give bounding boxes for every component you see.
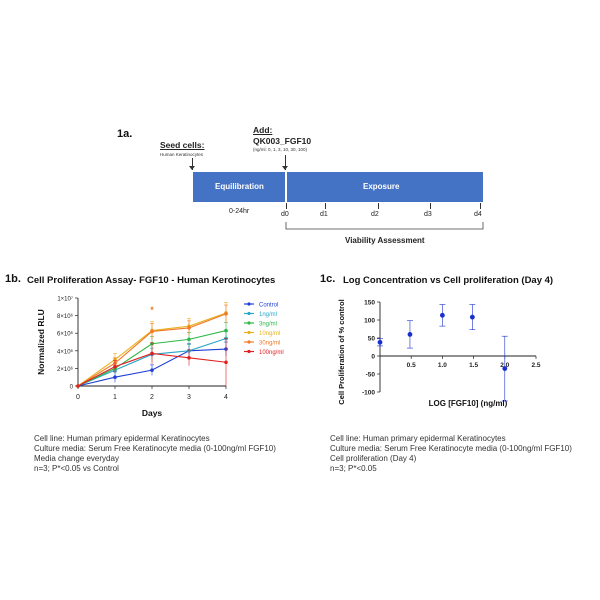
viability-bracket (285, 222, 484, 230)
caption-line: Media change everyday (34, 454, 119, 463)
x-tick-label: 2.5 (531, 362, 540, 369)
data-point (150, 368, 154, 372)
x-tick-label: 1.5 (469, 362, 478, 369)
legend-marker (247, 340, 251, 344)
legend-label: 30ng/ml (259, 340, 280, 346)
x-tick-label: 2 (150, 394, 154, 401)
x-tick-label: 4 (224, 394, 228, 401)
y-axis-label: Normalized RLU (36, 309, 46, 375)
exposure-label: Exposure (363, 182, 400, 191)
x-tick-label: 0 (76, 394, 80, 401)
legend-label: 10ng/ml (259, 331, 280, 337)
panel-c-label: 1c. (320, 273, 336, 285)
data-point (113, 375, 117, 379)
x-tick-label: 3 (187, 394, 191, 401)
legend-marker (247, 330, 251, 335)
y-axis-label: Cell Proliferation of % control (337, 299, 346, 404)
legend-label: Control (259, 302, 278, 308)
y-tick-label: 8×10⁶ (57, 313, 74, 320)
day-label: d4 (474, 211, 482, 218)
caption-b: Cell line: Human primary epidermal Kerat… (34, 434, 276, 474)
data-point (469, 314, 475, 320)
y-tick-label: 2×10⁶ (57, 366, 74, 373)
x-tick-label: 1 (113, 394, 117, 401)
proliferation-line-chart: 0 2×10⁶ 4×10⁶ 6×10⁶ 8×10⁶ 1×10⁷ 0 1 2 3 4 Days Norma… (36, 296, 284, 419)
day-arrow-icon (430, 203, 431, 209)
day-arrow-icon (378, 203, 379, 209)
add-doses: (ng/ml: 0, 1, 3, 10, 30, 100) (253, 147, 308, 152)
y-tick-label: 50 (368, 336, 376, 343)
x-tick-label: 0.5 (407, 362, 416, 369)
seed-title: Seed cells: (160, 140, 205, 150)
day-arrow-icon (480, 203, 481, 209)
day-label: d1 (320, 211, 328, 218)
equil-time: 0-24hr (229, 208, 250, 215)
day-label: d3 (424, 211, 432, 218)
data-point (502, 366, 508, 371)
y-tick-label: 0 (70, 385, 74, 391)
caption-line: Cell proliferation (Day 4) (330, 454, 417, 463)
x-axis-label: Days (142, 408, 163, 418)
day-label: d0 (281, 211, 289, 218)
equilibration-bar: Equilibration (193, 172, 285, 202)
data-point (187, 356, 191, 360)
legend-label: 100ng/ml (259, 350, 284, 356)
caption-line: n=3; P*<0.05 vs Control (34, 464, 119, 473)
data-point (407, 332, 413, 337)
chart-b-title: Cell Proliferation Assay- FGF10 - Human … (27, 275, 276, 286)
caption-line: Cell line: Human primary epidermal Kerat… (34, 434, 210, 443)
caption-line: Culture media: Serum Free Keratinocyte m… (330, 444, 572, 453)
y-tick-label: -100 (362, 390, 375, 397)
legend-marker (247, 321, 251, 325)
caption-line: n=3; P*<0.05 (330, 464, 377, 473)
data-point (187, 337, 191, 342)
data-point (440, 312, 445, 318)
data-point (76, 384, 80, 388)
legend-marker (247, 302, 251, 306)
y-tick-label: 1×10⁷ (57, 296, 73, 303)
legend-label: 1ng/ml (259, 312, 277, 318)
arrow-head-icon (189, 166, 195, 170)
data-point (187, 326, 191, 330)
arrow-head-icon (282, 166, 288, 170)
x-tick-label: 1.0 (438, 362, 447, 369)
seed-subtitle: Human Keratinocytes (160, 152, 204, 157)
y-tick-label: 6×10⁶ (57, 331, 74, 338)
day-arrow-icon (325, 203, 326, 209)
legend-marker (247, 311, 251, 316)
data-point (224, 360, 228, 365)
y-tick-label: 100 (364, 318, 375, 325)
data-point (224, 312, 228, 316)
chart-c-title: Log Concentration vs Cell proliferation … (343, 275, 554, 286)
y-tick-label: 4×10⁶ (57, 348, 74, 355)
viability-label: Viability Assessment (345, 236, 425, 245)
add-arrow-icon (285, 155, 286, 170)
caption-line: Cell line: Human primary epidermal Kerat… (330, 434, 506, 443)
panel-a-label: 1a. (117, 128, 133, 140)
caption-c: Cell line: Human primary epidermal Kerat… (330, 434, 572, 474)
data-point (113, 364, 117, 369)
caption-line: Culture media: Serum Free Keratinocyte m… (34, 444, 276, 453)
exposure-bar: Exposure (287, 172, 483, 202)
significance-marker: * (150, 305, 154, 315)
data-point (150, 351, 154, 356)
y-tick-label: 150 (364, 300, 375, 307)
panel-b-label: 1b. (5, 273, 21, 285)
equilibration-label: Equilibration (215, 182, 264, 191)
data-point (377, 339, 383, 345)
legend-marker (247, 349, 251, 354)
data-point (150, 329, 154, 334)
day-label: d2 (371, 211, 379, 218)
y-tick-label: 0 (371, 354, 375, 361)
add-title: Add: (253, 125, 273, 135)
seed-arrow-icon (192, 158, 193, 170)
legend-label: 3ng/ml (259, 321, 277, 327)
data-point (224, 328, 228, 333)
y-tick-label: -50 (366, 372, 376, 379)
x-axis-label: LOG [FGF10] (ng/ml) (429, 399, 508, 408)
add-compound: QK003_FGF10 (253, 136, 312, 146)
day-arrow-icon (286, 203, 287, 209)
